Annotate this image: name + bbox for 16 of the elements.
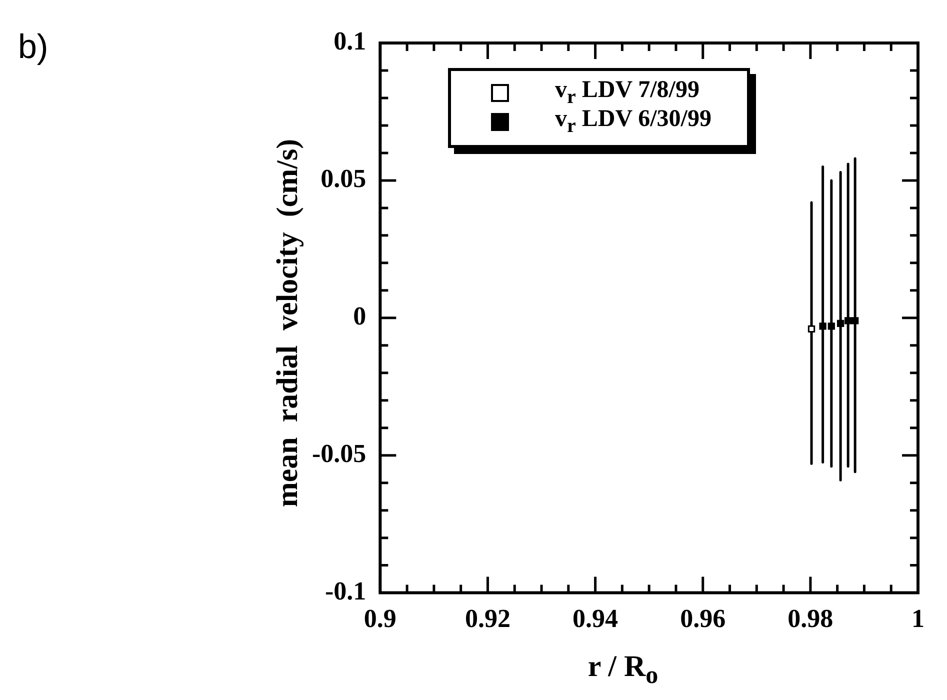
- x-tick-label: 0.92: [464, 604, 510, 634]
- text: b): [18, 28, 48, 67]
- x-tick-label: 0.96: [680, 604, 726, 634]
- y-axis-title: mean radial velocity (cm/s): [271, 138, 305, 508]
- y-tick-label: -0.05: [312, 439, 366, 468]
- x-axis-title: r / R$_{o}$: [586, 650, 660, 690]
- x-tick-label: 1: [912, 604, 924, 634]
- y-tick-label: 0: [353, 302, 366, 331]
- y-tick-label: 0.05: [320, 164, 366, 194]
- x-tick-label: 0.9: [364, 604, 396, 634]
- x-tick-label: 0.94: [572, 604, 618, 634]
- y-tick-label: -0.1: [324, 576, 366, 606]
- legend-label: v$_{r}$ LDV 6/30/99: [555, 106, 712, 137]
- x-tick-label: 0.98: [788, 604, 834, 634]
- legend-label: v$_{r}$ LDV 7/8/99: [555, 77, 700, 108]
- y-tick-label: 0.1: [334, 26, 366, 56]
